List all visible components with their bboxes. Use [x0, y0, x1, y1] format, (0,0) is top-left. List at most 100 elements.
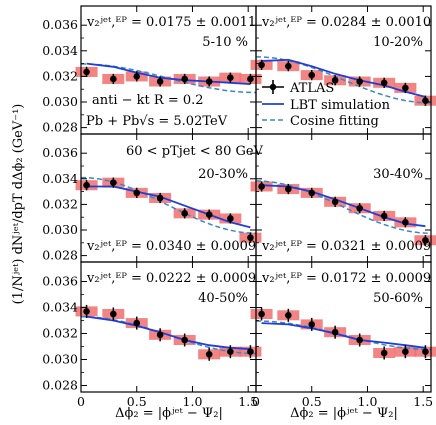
- panel-4-v2-label: v₂ʲᵉᵗ,ᴱᴾ = 0.0321 ± 0.0009: [261, 239, 431, 254]
- panel-6-point-4: [356, 336, 363, 344]
- panel-6-xtick-label-1: 0.5: [302, 394, 322, 409]
- panel-5-point-0: [83, 308, 90, 315]
- panel-5-ytick-label-1: 0.030: [42, 352, 78, 367]
- annotation-pt: 60 < pTjet < 80 GeV: [126, 144, 264, 159]
- panel-3-v2-label: v₂ʲᵉᵗ,ᴱᴾ = 0.0340 ± 0.0009: [86, 239, 256, 254]
- panel-1-ytick-label-3: 0.034: [42, 43, 78, 58]
- panel-4-point-5: [380, 212, 388, 220]
- x-axis-label-right: Δϕ₂ = |ϕʲᵉᵗ − Ψ₂|: [290, 406, 398, 421]
- panel-3-ytick-label-4: 0.036: [42, 145, 78, 160]
- panel-2-point-5: [380, 79, 388, 87]
- panel-3-point-1: [110, 179, 117, 186]
- panel-3-ytick-label-3: 0.034: [42, 171, 78, 186]
- panel-2-v2-label: v₂ʲᵉᵗ,ᴱᴾ = 0.0284 ± 0.0010: [261, 15, 431, 30]
- panel-3-ytick-label-0: 0.028: [42, 248, 78, 263]
- x-axis-label-left: Δϕ₂ = |ϕʲᵉᵗ − Ψ₂|: [115, 406, 223, 421]
- legend-atlas-label: ATLAS: [289, 81, 334, 96]
- panel-1-point-4: [181, 75, 188, 83]
- panel-1-point-3: [156, 78, 164, 85]
- panel-2-point-0: [258, 61, 265, 69]
- panel-6-lbt-line: [261, 322, 426, 349]
- panel-5-xtick-label-3: 1.5: [238, 394, 258, 409]
- panel-4-point-6: [402, 219, 409, 226]
- panel-6-point-2: [308, 321, 316, 328]
- panel-1-ytick-label-0: 0.028: [42, 120, 78, 135]
- panel-2-point-6: [402, 84, 409, 92]
- panel-6-point-0: [258, 310, 265, 318]
- annotation-jet: anti − kt R = 0.2: [92, 93, 204, 108]
- panel-5-ytick-label-3: 0.034: [42, 300, 78, 315]
- panel-1-centrality-label: 5-10 %: [202, 35, 248, 50]
- panel-5-point-1: [110, 310, 117, 318]
- panel-3-point-2: [133, 189, 141, 197]
- panel-6-point-7: [422, 348, 429, 356]
- panel-6-frame: [255, 261, 432, 393]
- panel-2-centrality-label: 10-20%: [373, 35, 423, 50]
- panel-4-centrality-label: 30-40%: [373, 167, 423, 182]
- panel-4-cosine-fit: [256, 180, 431, 234]
- panel-2-point-1: [285, 62, 292, 70]
- panel-5-centrality-label: 40-50%: [198, 291, 248, 306]
- panel-3-point-3: [156, 194, 164, 202]
- panel-1-point-7: [247, 75, 254, 83]
- panel-1-ytick-label-1: 0.030: [42, 94, 78, 109]
- panel-4-point-0: [258, 183, 265, 190]
- panel-5-point-4: [181, 336, 188, 344]
- panel-3-ytick-label-2: 0.032: [42, 196, 78, 211]
- annotation-energy: Pb + Pb√s = 5.02TeV: [86, 114, 228, 129]
- panel-2-point-7: [422, 97, 429, 105]
- panel-1-point-2: [133, 73, 141, 80]
- panel-3-point-0: [83, 181, 90, 189]
- panel-1-v2-label: v₂ʲᵉᵗ,ᴱᴾ = 0.0175 ± 0.0011: [86, 15, 256, 30]
- panel-6-centrality-label: 50-60%: [373, 291, 423, 306]
- panel-2-lbt-line: [261, 58, 426, 98]
- panel-6-v2-label: v₂ʲᵉᵗ,ᴱᴾ = 0.0172 ± 0.0009: [261, 271, 431, 286]
- panel-5-ytick-label-2: 0.032: [42, 326, 78, 341]
- panel-3-point-6: [227, 215, 234, 222]
- panel-6-point-1: [285, 312, 292, 319]
- panel-1-point-1: [110, 75, 117, 83]
- panel-4-point-2: [308, 189, 316, 197]
- panel-5-xtick-label-0: 0: [77, 394, 85, 409]
- panel-1-ytick-label-4: 0.036: [42, 17, 78, 32]
- panel-2-cosine-fit: [256, 56, 431, 104]
- panel-6-point-5: [380, 349, 388, 357]
- panels-grid: 0.028 0.030 0.032 0.034 0.036 5-10 % v₂ʲᵉᵗ,ᴱᴾ …: [42, 5, 436, 409]
- panel-4-point-7: [422, 236, 429, 244]
- panel-2-point-3: [331, 76, 339, 84]
- panel-5-point-7: [247, 348, 254, 356]
- panel-1-point-0: [83, 68, 90, 76]
- panel-1-lbt-line: [86, 62, 251, 85]
- panel-1-point-5: [205, 78, 213, 85]
- panel-6-xtick-label-3: 1.5: [413, 394, 433, 409]
- panel-5-point-5: [205, 351, 213, 358]
- panel-6-xtick-label-0: 0: [252, 394, 260, 409]
- panel-5-xtick-label-1: 0.5: [127, 394, 147, 409]
- panel-4-point-3: [331, 198, 339, 206]
- panel-5-ytick-label-4: 0.036: [42, 274, 78, 289]
- panel-5-point-6: [227, 348, 234, 356]
- panel-3-cosine-fit: [81, 176, 256, 234]
- panel-1-ytick-label-2: 0.032: [42, 68, 78, 83]
- panel-4-point-4: [356, 204, 363, 212]
- panel-6-xtick-label-2: 1.0: [358, 394, 378, 409]
- legend: ATLAS LBT simulation Cosine fitting: [262, 80, 391, 129]
- panel-6-point-3: [331, 328, 339, 336]
- panel-5-lbt-line: [86, 315, 251, 350]
- panel-3-ytick-label-1: 0.030: [42, 222, 78, 237]
- panel-1-point-6: [227, 74, 234, 81]
- panel-6-point-6: [402, 348, 409, 356]
- panel-4-lbt-line: [261, 184, 426, 228]
- panel-5-point-3: [156, 331, 164, 339]
- panel-5-ytick-label-0: 0.028: [42, 378, 78, 393]
- panel-5-xtick-label-2: 1.0: [183, 394, 203, 409]
- panel-3-centrality-label: 20-30%: [198, 167, 248, 182]
- panel-2-point-4: [356, 78, 363, 85]
- panel-2-point-2: [308, 71, 316, 79]
- panel-3-point-5: [205, 211, 213, 218]
- legend-cos-label: Cosine fitting: [290, 114, 379, 129]
- legend-atlas-marker: [269, 83, 277, 91]
- legend-lbt-label: LBT simulation: [290, 98, 391, 113]
- y-axis-label: (1/Nʲᵉᵗ) dNʲᵉᵗ/dpT dΔϕ₂ (GeV⁻¹): [11, 104, 26, 305]
